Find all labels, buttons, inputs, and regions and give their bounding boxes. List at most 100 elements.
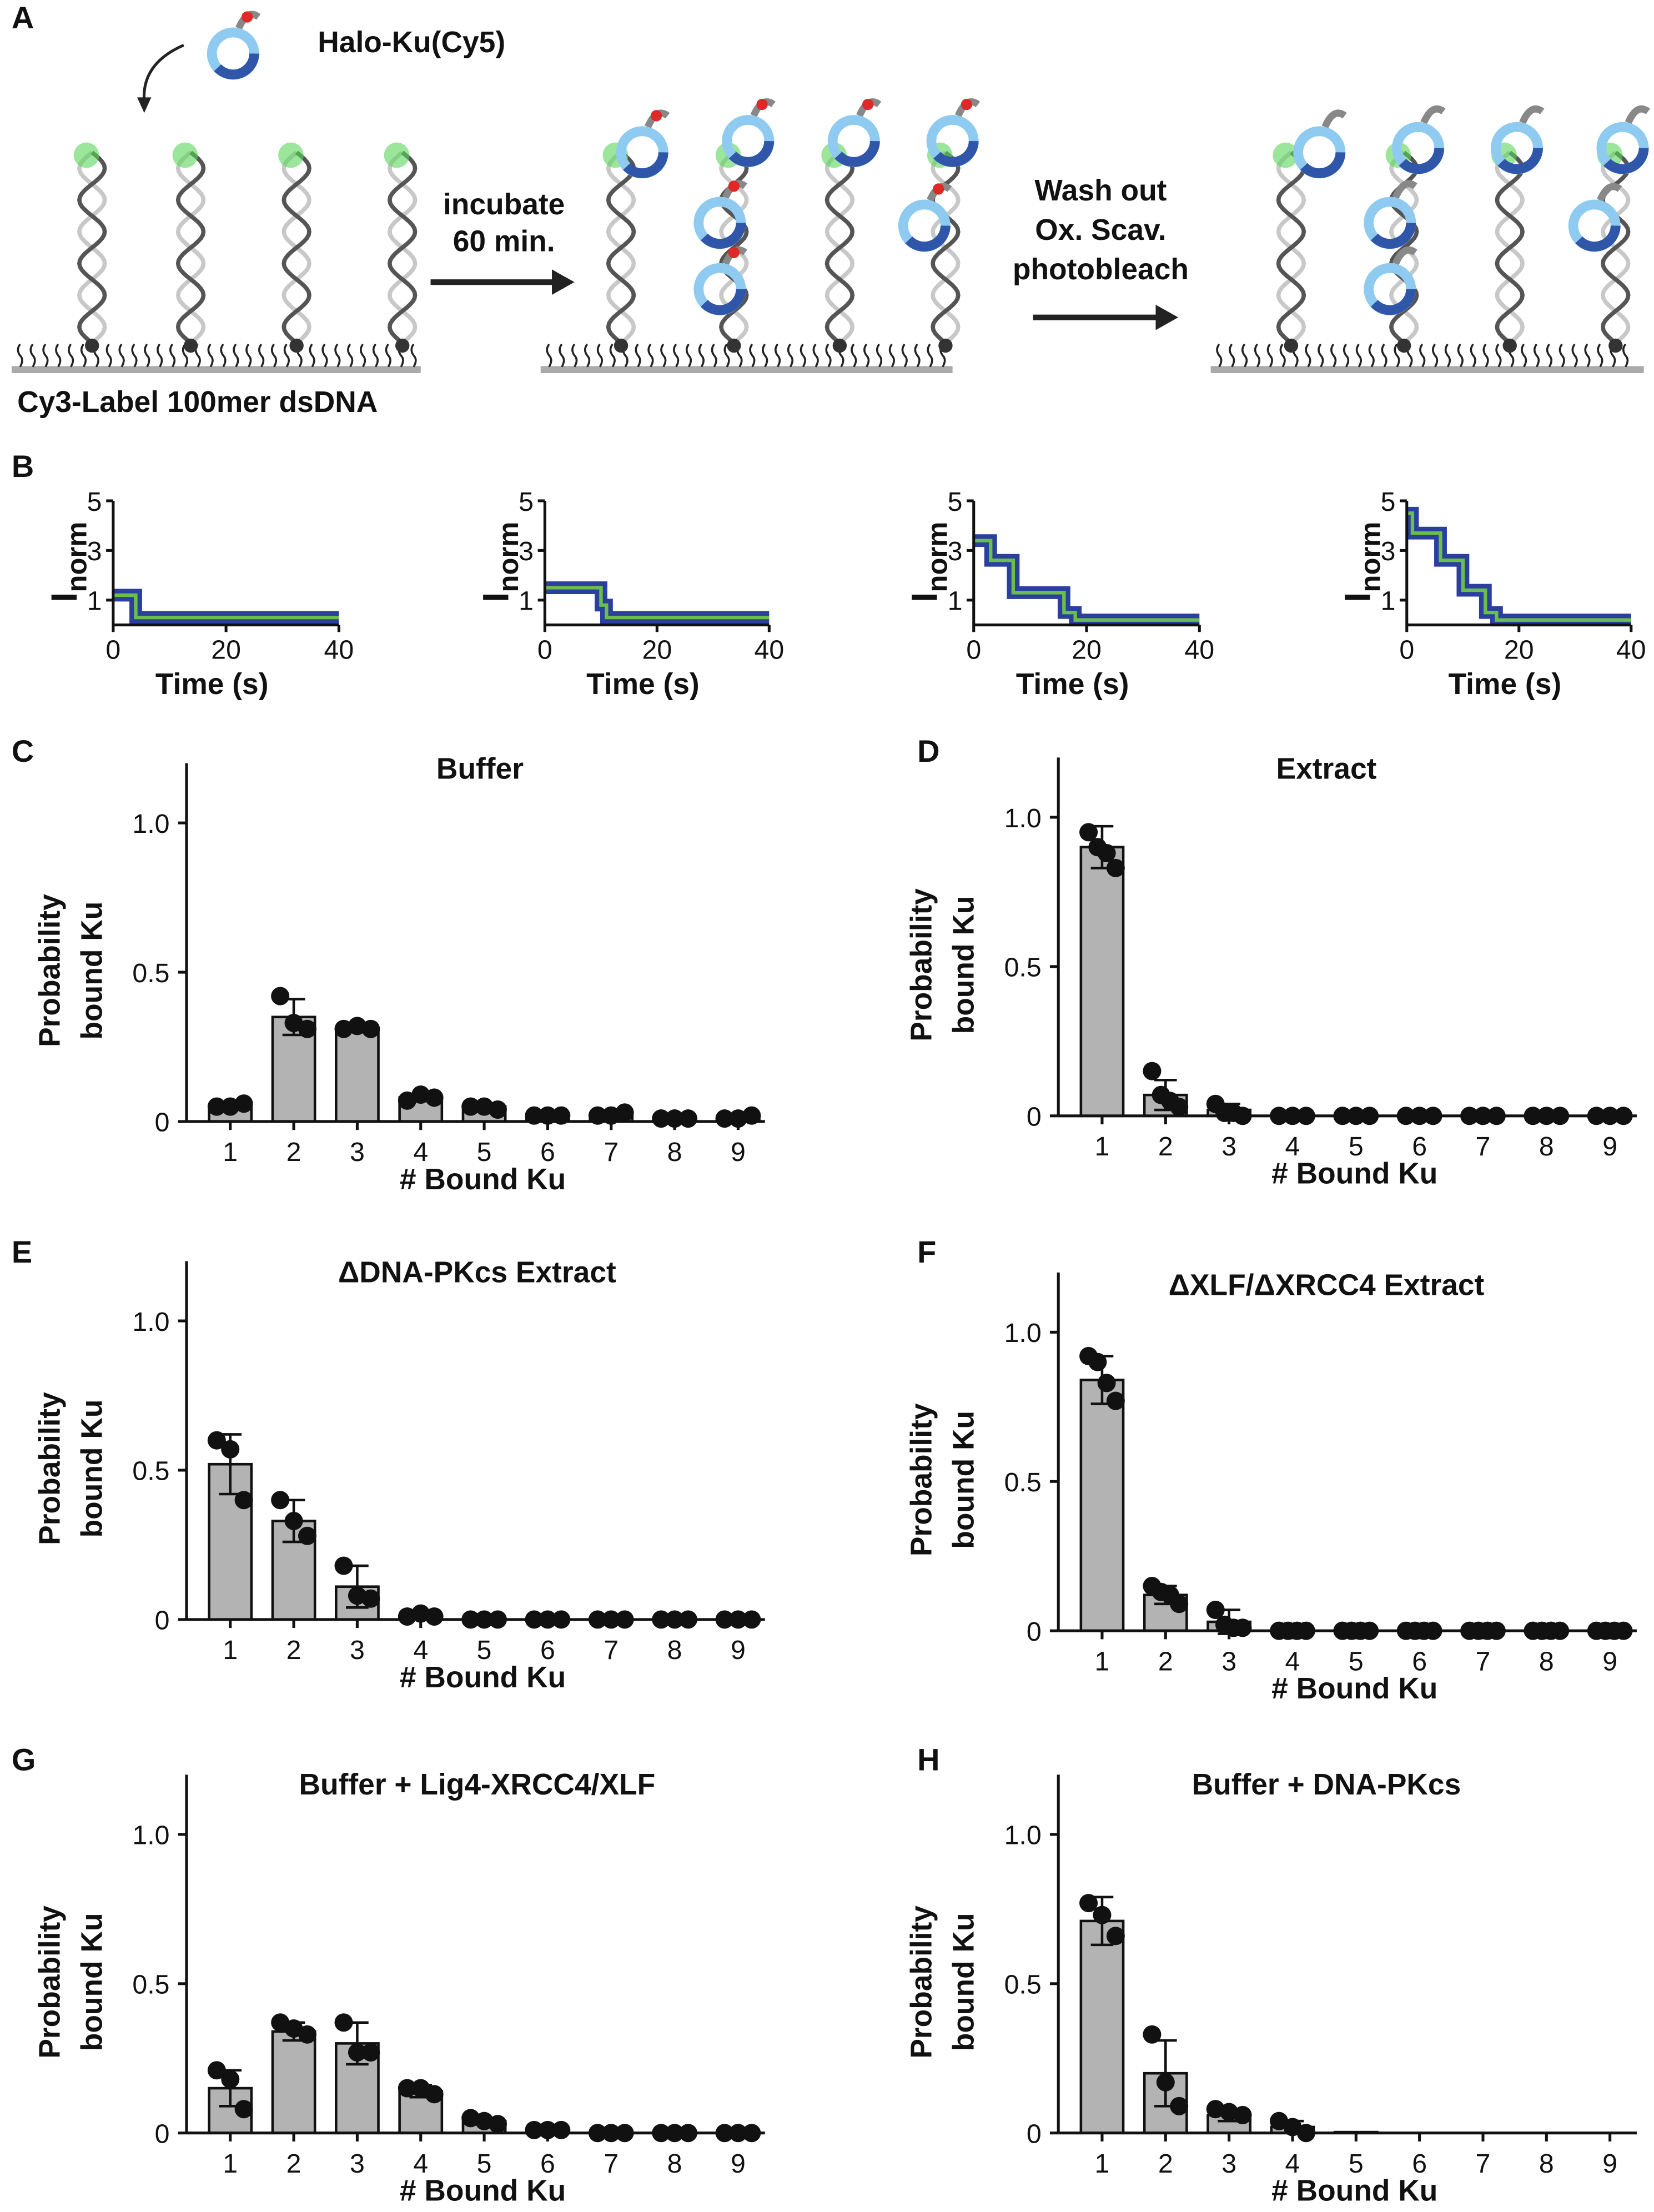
x-axis-label: # Bound Ku [400, 1661, 566, 1694]
linker [698, 343, 705, 368]
y-tick-label: 1.0 [132, 1307, 169, 1337]
linker [372, 343, 379, 368]
linker [1305, 343, 1311, 368]
x-tick-label: 6 [1412, 2149, 1427, 2179]
data-point [234, 2100, 253, 2119]
data-point [488, 1100, 507, 1119]
linker [68, 343, 74, 368]
linker [1597, 343, 1603, 368]
linker [1559, 343, 1565, 368]
data-point [1106, 1927, 1125, 1945]
y-axis-label: Inorm [904, 522, 953, 602]
linker [245, 343, 252, 368]
linker [1457, 343, 1464, 368]
linker [825, 343, 832, 368]
x-tick-label: 7 [604, 2149, 619, 2179]
data-point [398, 2079, 416, 2098]
data-point [298, 1526, 316, 1545]
x-tick-label: 3 [350, 1635, 365, 1665]
biotin [727, 338, 741, 353]
ku-arc [1370, 289, 1416, 315]
data-point [665, 1109, 684, 1128]
linker [29, 343, 36, 368]
cy5-dot [756, 98, 768, 110]
data-point [207, 2061, 226, 2080]
step-label: 60 min. [453, 225, 555, 258]
y-tick-label: 0 [155, 1606, 170, 1636]
y-label-sub: norm [921, 522, 953, 592]
data-point [1170, 1098, 1189, 1117]
linker [105, 343, 112, 368]
cy5-dot [961, 98, 973, 110]
x-tick-label: 1 [223, 1137, 238, 1167]
linker [685, 343, 692, 368]
data-point [1143, 2025, 1162, 2044]
halo-tag [1321, 109, 1347, 129]
y-tick-label: 0 [1027, 2119, 1042, 2149]
linker [233, 343, 239, 368]
linker [334, 343, 341, 368]
y-tick-label: 0.5 [1004, 1970, 1042, 2000]
data-point [525, 2120, 544, 2139]
panel-letter: C [12, 733, 34, 768]
ku-arc [1603, 148, 1649, 174]
data-point [234, 1491, 253, 1510]
y-tick-label: 0 [155, 1108, 170, 1138]
ku-arc [1575, 225, 1621, 252]
x-tick-label: 6 [540, 1137, 555, 1167]
x-tick-label: 1 [1095, 1132, 1110, 1162]
trace-line [973, 539, 1200, 622]
y-label-sub: norm [61, 522, 93, 592]
x-tick-label: 9 [731, 2149, 746, 2179]
data-point [1106, 1391, 1125, 1410]
cy3-glow [73, 142, 99, 168]
linker [559, 343, 565, 368]
x-tick-label: 9 [1602, 1132, 1617, 1162]
linker [1470, 343, 1476, 368]
biotin [183, 338, 198, 353]
x-tick-label: 7 [1476, 1132, 1491, 1162]
x-tick-label: 3 [1221, 1646, 1236, 1676]
y-axis-label: bound Ku [76, 1400, 109, 1538]
dna-strand [175, 150, 206, 345]
linker [1571, 343, 1578, 368]
panel-letter: H [917, 1742, 939, 1777]
halo-tag [1420, 105, 1446, 124]
x-tick-label: 4 [413, 1137, 428, 1167]
data-point [334, 2013, 353, 2032]
dna-strand [387, 150, 418, 345]
ku-arc [1300, 152, 1346, 178]
linker [118, 343, 125, 368]
linker [901, 343, 908, 368]
x-tick-label: 7 [604, 1137, 619, 1167]
x-tick-label: 0 [537, 635, 552, 665]
y-axis-label: Probability [906, 888, 938, 1042]
panel-letter: E [12, 1234, 32, 1269]
x-tick-label: 20 [211, 635, 241, 665]
biotin [938, 338, 953, 353]
panel-letter: D [917, 733, 939, 768]
x-tick-label: 8 [667, 1137, 682, 1167]
linker [1241, 343, 1248, 368]
linker [1216, 343, 1223, 368]
x-tick-label: 3 [1221, 2149, 1236, 2179]
x-tick-label: 40 [1184, 635, 1214, 665]
data-point [1233, 1618, 1252, 1637]
x-tick-label: 6 [540, 1635, 555, 1665]
biotin [1284, 338, 1299, 353]
linker [787, 343, 794, 368]
x-tick-label: 1 [1095, 1646, 1110, 1676]
x-tick-label: 6 [540, 2149, 555, 2179]
x-tick-label: 1 [223, 1635, 238, 1665]
x-axis-label: Time (s) [1449, 668, 1562, 701]
arrow-head [1155, 304, 1179, 330]
x-tick-label: 5 [477, 1137, 492, 1167]
y-axis-label: Probability [33, 1392, 66, 1545]
x-tick-label: 20 [1504, 635, 1534, 665]
data-point [361, 2043, 380, 2062]
cy3-glow [384, 142, 410, 168]
trace-line [545, 586, 770, 620]
biotin [1608, 338, 1623, 353]
arrow-head [552, 269, 575, 295]
